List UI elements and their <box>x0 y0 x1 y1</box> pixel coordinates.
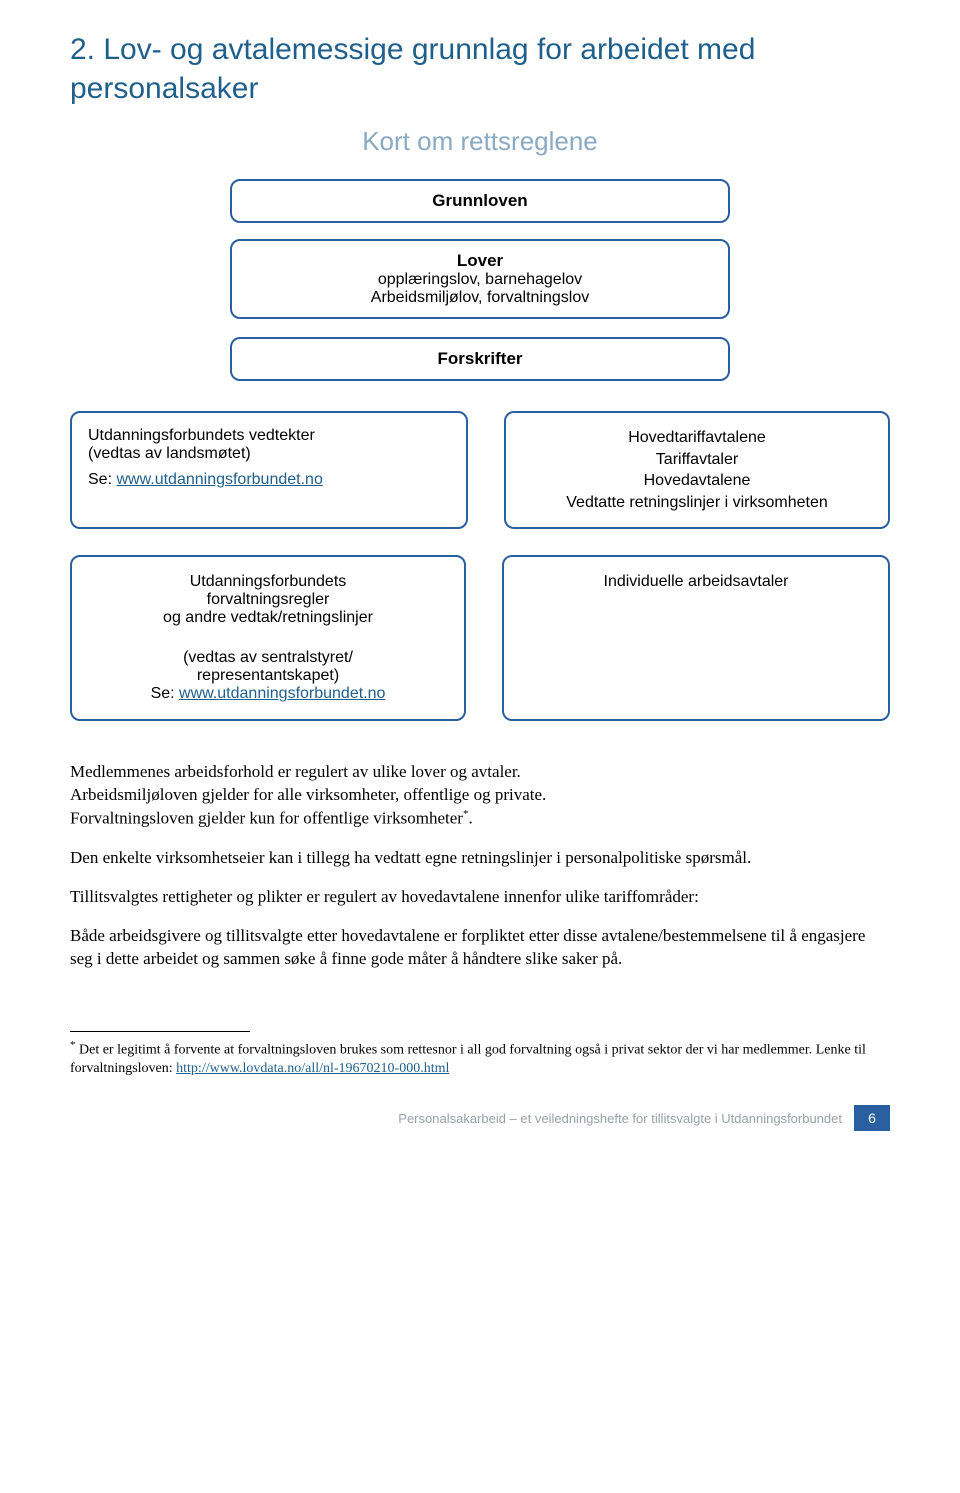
box-lover-line2: Arbeidsmiljølov, forvaltningslov <box>244 289 716 307</box>
footnote-separator <box>70 1031 250 1032</box>
paragraph-2: Den enkelte virksomhetseier kan i tilleg… <box>70 847 890 870</box>
box-forvaltningsregler: Utdanningsforbundets forvaltningsregler … <box>70 555 466 721</box>
footnote-link[interactable]: http://www.lovdata.no/all/nl-19670210-00… <box>176 1061 449 1076</box>
tariff-l4: Vedtatte retningslinjer i virksomheten <box>516 492 878 514</box>
vedtekter-line1: Utdanningsforbundets vedtekter <box>88 427 450 445</box>
p1b: Arbeidsmiljøloven gjelder for alle virks… <box>70 785 546 804</box>
paragraph-3: Tillitsvalgtes rettigheter og plikter er… <box>70 886 890 909</box>
page-footer: Personalsakarbeid – et veiledningshefte … <box>70 1105 890 1131</box>
indiv-l1: Individuelle arbeidsavtaler <box>514 573 878 591</box>
vedtekter-line2: (vedtas av landsmøtet) <box>88 445 450 463</box>
box-lover: Lover opplæringslov, barnehagelov Arbeid… <box>230 239 730 319</box>
diagram-row-1: Utdanningsforbundets vedtekter (vedtas a… <box>70 411 890 529</box>
footer-text: Personalsakarbeid – et veiledningshefte … <box>398 1111 842 1126</box>
tariff-l2: Tariffavtaler <box>516 449 878 471</box>
tariff-l1: Hovedtariffavtalene <box>516 427 878 449</box>
box-tariff: Hovedtariffavtalene Tariffavtaler Hoveda… <box>504 411 890 529</box>
footnote: * Det er legitimt å forvente at forvaltn… <box>70 1038 890 1079</box>
box-forskrifter: Forskrifter <box>230 337 730 381</box>
p1c-pre: Forvaltningsloven gjelder kun for offent… <box>70 809 463 828</box>
subheading: Kort om rettsreglene <box>70 126 890 157</box>
forv-link-line: Se: www.utdanningsforbundet.no <box>86 685 450 703</box>
se-prefix: Se: <box>88 471 116 488</box>
box-individuelle: Individuelle arbeidsavtaler <box>502 555 890 721</box>
forv-b1l1: Utdanningsforbundets <box>86 573 450 591</box>
forv-b2l1: (vedtas av sentralstyret/ <box>86 649 450 667</box>
paragraph-4: Både arbeidsgivere og tillitsvalgte ette… <box>70 925 890 971</box>
udf-link-2[interactable]: www.utdanningsforbundet.no <box>179 685 385 702</box>
box-lover-line1: opplæringslov, barnehagelov <box>244 271 716 289</box>
se-prefix-2: Se: <box>151 685 179 702</box>
forv-b1l2: forvaltningsregler <box>86 591 450 609</box>
body-text: Medlemmenes arbeidsforhold er regulert a… <box>70 761 890 970</box>
tariff-l3: Hovedavtalene <box>516 470 878 492</box>
box-vedtekter: Utdanningsforbundets vedtekter (vedtas a… <box>70 411 468 529</box>
forv-b1l3: og andre vedtak/retningslinjer <box>86 609 450 627</box>
p1a: Medlemmenes arbeidsforhold er regulert a… <box>70 762 521 781</box>
udf-link[interactable]: www.utdanningsforbundet.no <box>116 471 322 488</box>
vedtekter-link-line: Se: www.utdanningsforbundet.no <box>88 471 450 489</box>
forv-b2l2: representantskapet) <box>86 667 450 685</box>
box-grunnloven: Grunnloven <box>230 179 730 223</box>
p1c-post: . <box>468 809 472 828</box>
section-title: 2. Lov- og avtalemessige grunnlag for ar… <box>70 30 890 108</box>
page-number: 6 <box>854 1105 890 1131</box>
diagram-top-stack: Grunnloven Lover opplæringslov, barnehag… <box>230 179 730 381</box>
paragraph-1: Medlemmenes arbeidsforhold er regulert a… <box>70 761 890 830</box>
diagram-row-2: Utdanningsforbundets forvaltningsregler … <box>70 555 890 721</box>
box-lover-title: Lover <box>244 251 716 271</box>
